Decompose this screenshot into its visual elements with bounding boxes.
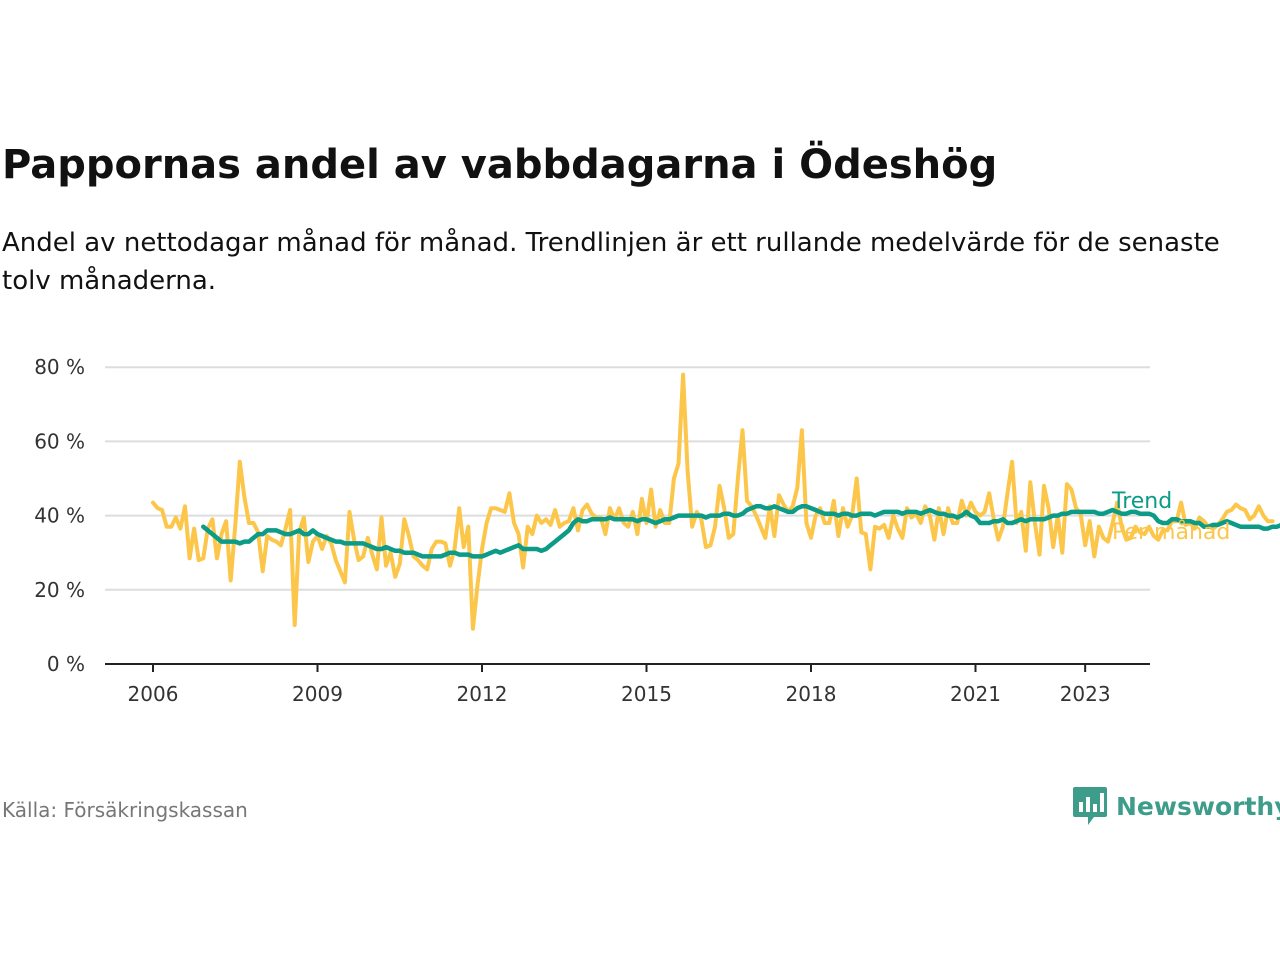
- line-chart: 0 % 20 % 40 % 60 % 80 % 2006 2009 2012 2015 2018…: [34, 355, 1280, 706]
- brand-name: Newsworthy: [1116, 791, 1280, 821]
- x-tick-label: 2021: [950, 682, 1001, 706]
- y-tick-label: 40 %: [34, 504, 85, 528]
- newsworthy-logo-icon: [1073, 787, 1107, 825]
- y-tick-label: 80 %: [34, 355, 85, 379]
- x-tick-label: 2015: [621, 682, 672, 706]
- x-tick-label: 2023: [1060, 682, 1111, 706]
- x-tick-label: 2006: [128, 682, 179, 706]
- y-axis-ticks: 0 % 20 % 40 % 60 % 80 %: [34, 355, 85, 676]
- y-tick-label: 0 %: [47, 652, 85, 676]
- series-line-trend: [201, 504, 1280, 559]
- y-tick-label: 20 %: [34, 578, 85, 602]
- x-tick-label: 2012: [457, 682, 508, 706]
- chart-title: Pappornas andel av vabbdagarna i Ödeshög: [2, 142, 998, 188]
- chart-subtitle: Andel av nettodagar månad för månad. Tre…: [2, 228, 1220, 296]
- legend-label-trend: Trend: [1111, 489, 1172, 514]
- x-tick-label: 2018: [786, 682, 837, 706]
- x-tick-label: 2009: [292, 682, 343, 706]
- series-line-per-manad: [151, 372, 1275, 631]
- y-tick-label: 60 %: [34, 429, 85, 453]
- legend-label-per-manad: Per månad: [1112, 519, 1230, 545]
- source-note: Källa: Försäkringskassan: [2, 798, 248, 822]
- newsworthy-logo: Newsworthy: [1072, 784, 1280, 828]
- x-axis-ticks: 2006 2009 2012 2015 2018 2021 2023: [128, 664, 1111, 706]
